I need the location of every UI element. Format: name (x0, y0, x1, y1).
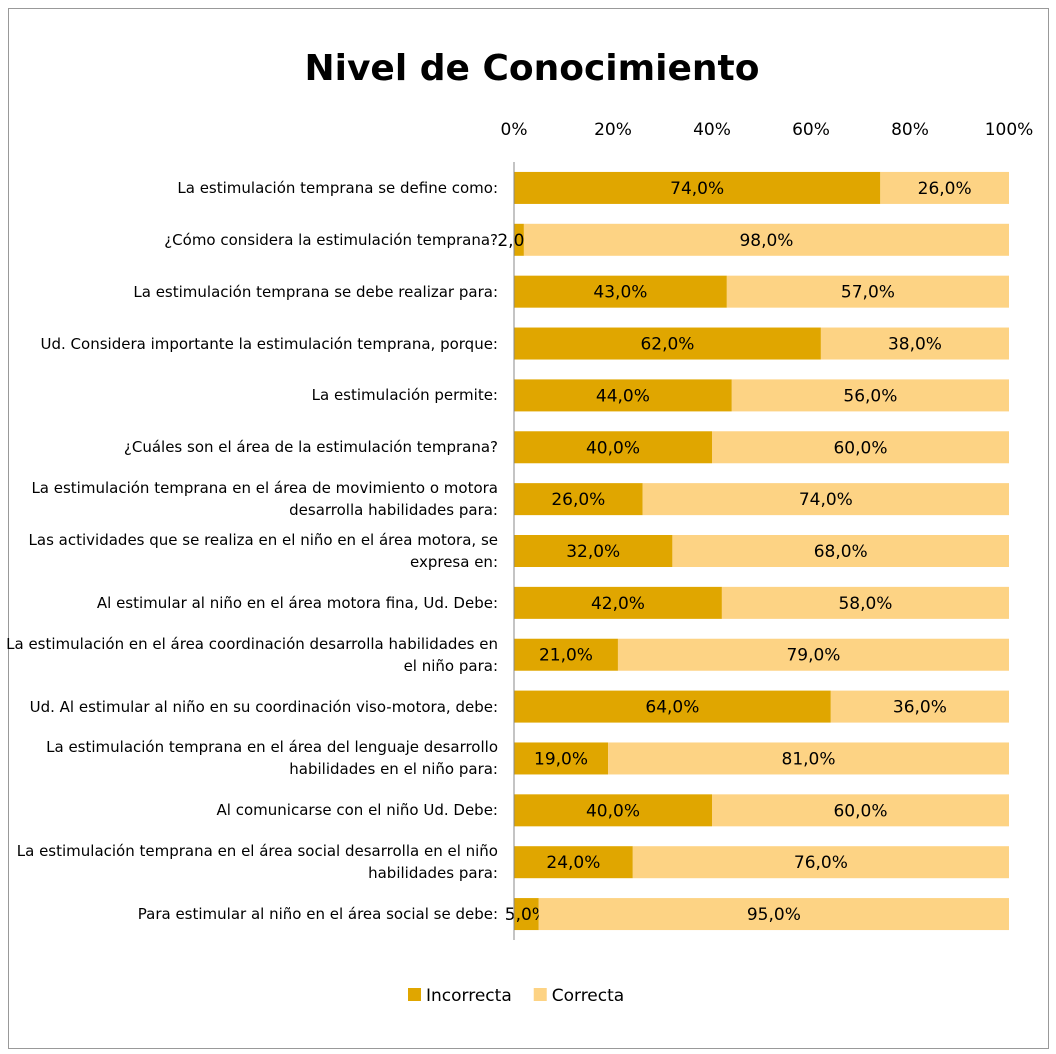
bar-segment (514, 483, 643, 516)
y-tick-label: La estimulación permite: (311, 386, 498, 405)
bar-segment (514, 898, 539, 931)
bar-segment (538, 898, 1009, 931)
value-label: 26,0% (918, 179, 972, 199)
y-tick-label: La estimulación temprana en el área de m… (31, 479, 498, 520)
y-tick-label: ¿Cuáles son el área de la estimulación t… (123, 438, 498, 457)
value-label: 40,0% (586, 438, 640, 458)
legend-label: Incorrecta (426, 986, 512, 1006)
bar-segment (523, 223, 1009, 256)
bar-segment (880, 171, 1009, 204)
bar-segment (617, 638, 1009, 671)
bar-segment (642, 483, 1009, 516)
value-label: 74,0% (799, 490, 853, 510)
value-label: 62,0% (640, 335, 694, 355)
y-tick-label: La estimulación temprana en el área del … (46, 738, 498, 779)
value-label: 40,0% (586, 801, 640, 821)
bar-segment (712, 794, 1009, 827)
value-label: 44,0% (596, 386, 650, 406)
value-label: 5,0% (505, 905, 548, 925)
value-label: 79,0% (786, 646, 840, 666)
bar-segment (712, 431, 1009, 464)
x-tick-label: 40% (693, 120, 731, 140)
bar-segment (632, 846, 1009, 879)
value-label: 74,0% (670, 179, 724, 199)
value-label: 60,0% (833, 801, 887, 821)
bar-segment (514, 846, 633, 879)
bar-segment (514, 431, 712, 464)
x-tick-label: 100% (985, 120, 1034, 140)
y-tick-label: Al estimular al niño en el área motora f… (96, 593, 498, 612)
value-label: 98,0% (739, 231, 793, 251)
legend-swatch (533, 988, 547, 1001)
value-label: 56,0% (843, 386, 897, 406)
value-label: 21,0% (539, 646, 593, 666)
value-label: 64,0% (645, 698, 699, 718)
bar-segment (731, 379, 1009, 412)
x-tick-label: 80% (891, 120, 929, 140)
bar-segment (672, 535, 1009, 567)
y-tick-label: Para estimular al niño en el área social… (137, 905, 498, 924)
y-tick-label: Ud. Considera importante la estimulación… (40, 334, 498, 353)
y-tick-label: La estimulación temprana en el área soci… (16, 842, 498, 883)
bar-segment (721, 586, 1009, 619)
value-label: 58,0% (838, 594, 892, 614)
x-tick-label: 60% (792, 120, 830, 140)
bar-segment (820, 327, 1009, 360)
bar-segment (514, 794, 712, 827)
y-tick-label: La estimulación temprana se define como: (177, 178, 498, 197)
legend-label: Correcta (552, 986, 624, 1006)
value-label: 57,0% (841, 283, 895, 303)
y-tick-label: La estimulación temprana se debe realiza… (133, 282, 498, 301)
value-label: 81,0% (782, 749, 836, 769)
y-tick-label: Al comunicarse con el niño Ud. Debe: (216, 801, 498, 820)
y-tick-label: La estimulación en el área coordinación … (6, 634, 498, 675)
value-label: 26,0% (551, 490, 605, 510)
bar-segment (514, 275, 727, 308)
bar-segment (726, 275, 1009, 308)
value-label: 42,0% (591, 594, 645, 614)
bar-segment (830, 690, 1009, 723)
bar-segment (514, 535, 673, 567)
value-label: 43,0% (593, 283, 647, 303)
value-label: 38,0% (888, 335, 942, 355)
value-label: 19,0% (534, 749, 588, 769)
value-label: 32,0% (566, 542, 620, 562)
x-tick-label: 0% (501, 120, 528, 140)
bar-segment (514, 690, 831, 723)
bar-segment (514, 586, 722, 619)
y-tick-label: Ud. Al estimular al niño en su coordinac… (29, 697, 498, 716)
value-label: 60,0% (833, 438, 887, 458)
bar-segment (514, 638, 618, 671)
value-label: 68,0% (814, 542, 868, 562)
bar-segment (608, 742, 1009, 775)
value-label: 24,0% (546, 853, 600, 873)
y-tick-label: Las actividades que se realiza en el niñ… (28, 531, 498, 571)
bar-segment (514, 327, 821, 360)
y-tick-label: ¿Cómo considera la estimulación temprana… (164, 230, 498, 249)
x-tick-label: 20% (594, 120, 632, 140)
value-label: 95,0% (747, 905, 801, 925)
value-label: 76,0% (794, 853, 848, 873)
bar-segment (514, 223, 524, 256)
legend-swatch (408, 988, 421, 1001)
chart-title: Nivel de Conocimiento (305, 48, 760, 89)
bar-segment (514, 379, 732, 412)
bar-segment (514, 742, 609, 775)
value-label: 36,0% (893, 698, 947, 718)
bar-segment (514, 171, 881, 204)
